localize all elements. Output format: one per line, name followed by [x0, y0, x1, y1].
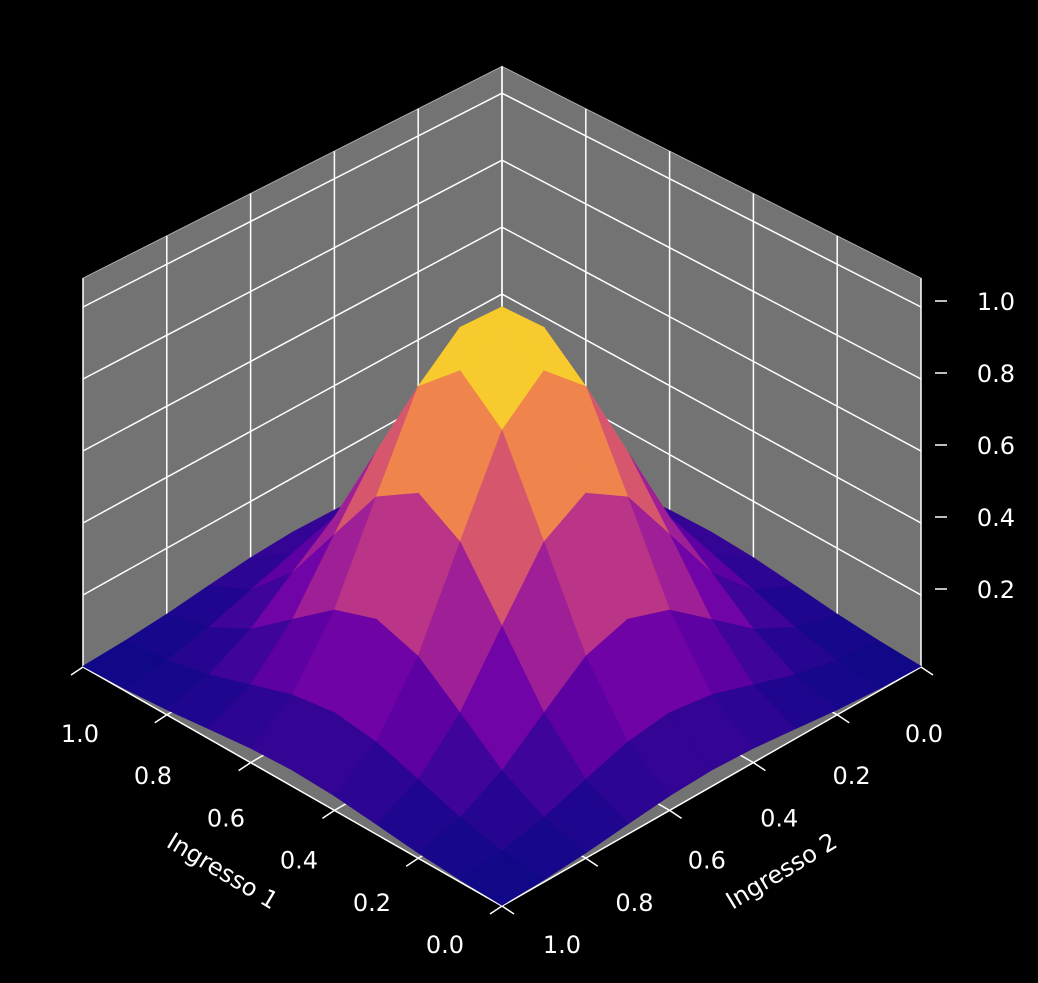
grid-line — [82, 226, 503, 452]
tick-mark — [836, 714, 850, 724]
grid-line — [82, 92, 503, 308]
tick-mark — [669, 809, 683, 820]
x-tick-label: 0.8 — [134, 762, 172, 790]
tick-mark — [489, 905, 503, 915]
y-tick-label: 0.0 — [905, 720, 943, 748]
y-tick-label: 0.4 — [760, 804, 798, 832]
tick-mark — [154, 714, 168, 724]
x-tick-label: 0.6 — [207, 804, 245, 832]
x-tick-label: 0.0 — [426, 931, 464, 959]
grid-line — [501, 293, 922, 524]
y-tick-label: 0.6 — [688, 847, 726, 875]
surface-patch — [459, 850, 545, 906]
tick-mark — [920, 666, 934, 676]
y-tick-label: 1.0 — [543, 931, 581, 959]
tick-mark — [238, 761, 252, 772]
y-tick-label: 0.8 — [615, 889, 653, 917]
z-tick-label: 0.8 — [977, 360, 1015, 388]
grid-line — [501, 226, 922, 452]
grid-line — [501, 92, 922, 308]
tick-mark — [70, 666, 84, 676]
z-tick-label: 0.4 — [977, 504, 1015, 532]
tick-mark — [585, 857, 599, 867]
grid-line — [82, 293, 503, 524]
z-tick-label: 0.2 — [977, 576, 1015, 604]
z-tick-label: 1.0 — [977, 288, 1015, 316]
x-tick-label: 0.2 — [353, 889, 391, 917]
x-tick-label: 0.4 — [280, 847, 318, 875]
tick-mark — [752, 761, 766, 772]
grid-line — [501, 159, 922, 380]
tick-mark — [321, 809, 335, 820]
x-tick-label: 1.0 — [61, 720, 99, 748]
grid-line — [501, 666, 922, 907]
grid-line — [82, 159, 503, 380]
tick-mark — [501, 905, 515, 915]
tick-mark — [405, 857, 419, 867]
grid-line — [82, 666, 503, 907]
z-tick-label: 0.6 — [977, 432, 1015, 460]
y-tick-label: 0.2 — [833, 762, 871, 790]
